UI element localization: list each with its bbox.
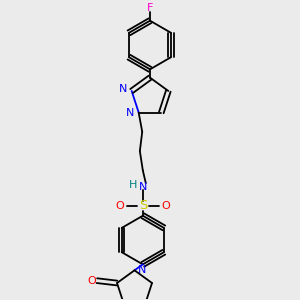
Text: N: N — [126, 107, 135, 118]
Text: N: N — [119, 85, 128, 94]
Text: O: O — [162, 201, 170, 211]
Text: N: N — [139, 182, 147, 192]
Text: H: H — [129, 180, 137, 190]
Text: S: S — [139, 200, 147, 212]
Text: F: F — [147, 3, 153, 13]
Text: O: O — [87, 276, 96, 286]
Text: N: N — [138, 265, 146, 275]
Text: O: O — [115, 201, 124, 211]
